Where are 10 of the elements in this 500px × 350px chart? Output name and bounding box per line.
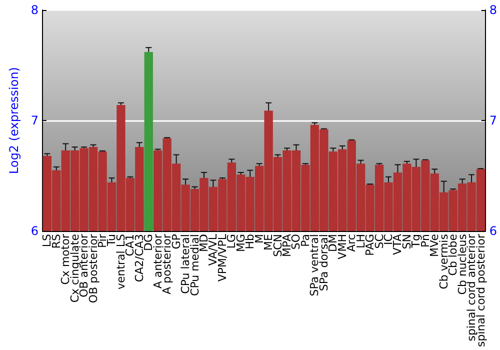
y-tick-label: 6 [30,224,39,238]
y-axis-title: Log2 (expression) [7,67,21,174]
y-tick-label: 7 [30,114,39,128]
x-tick-label: Tg [410,234,423,249]
x-tick-label: OB posterior [86,234,100,304]
y2-tick-label: 6 [489,224,498,238]
x-tick-label: A posterior [160,234,174,294]
y2-tick-label: 7 [489,114,498,128]
y2-tick-label: 8 [489,3,498,17]
y-tick-label: 8 [30,3,39,17]
